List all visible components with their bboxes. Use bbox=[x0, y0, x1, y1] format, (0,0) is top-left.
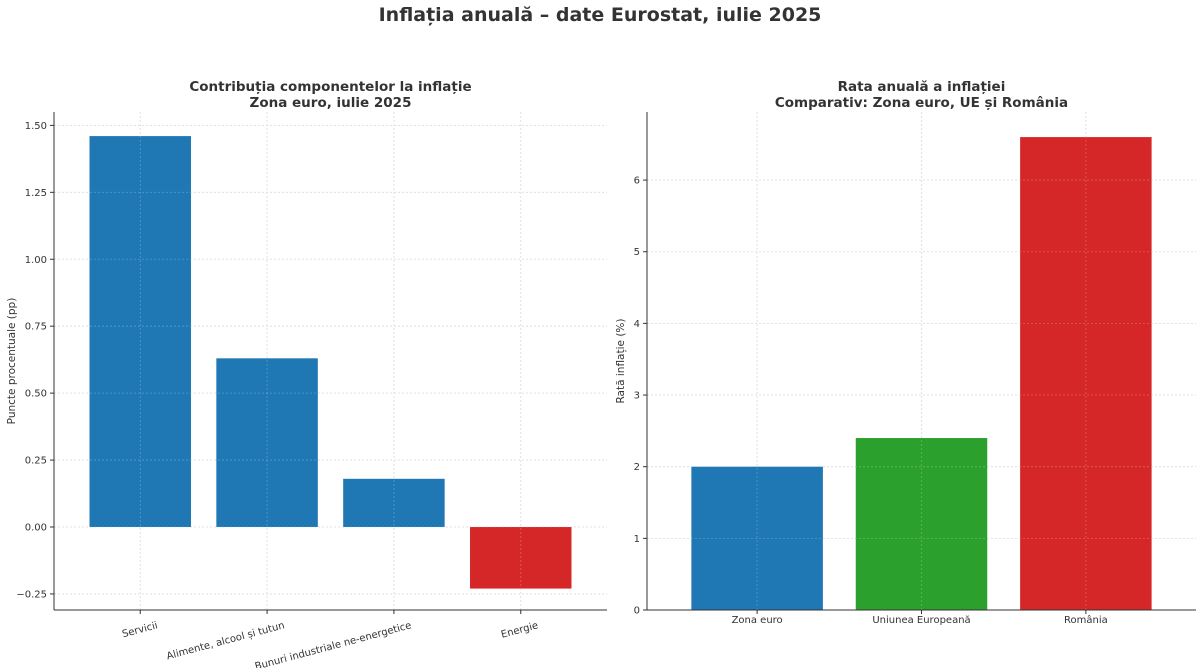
chart-1-bar-2 bbox=[216, 358, 318, 527]
chart-2-title-line-2: Comparativ: Zona euro, UE și România bbox=[775, 95, 1068, 111]
chart-2-title-line-1: Rata anuală a inflației bbox=[838, 79, 1006, 95]
chart-1-bar-4 bbox=[470, 527, 572, 589]
chart-1-ytick-label-1: 0.00 bbox=[25, 523, 47, 534]
chart-1-bar-1 bbox=[89, 136, 191, 527]
chart-1-title-line-2: Zona euro, iulie 2025 bbox=[250, 95, 412, 111]
chart-2-ytick-label-6: 6 bbox=[634, 176, 640, 187]
chart-2-ytick-label-3: 3 bbox=[634, 391, 640, 402]
chart-1-ytick-label-5: 1.00 bbox=[25, 255, 47, 266]
chart-2-ytick-label-5: 5 bbox=[634, 247, 640, 258]
chart-1-xtick-label-1: Alimente, alcool și tutun bbox=[165, 620, 285, 662]
chart-2-xtick-label-1: Uniunea Europeană bbox=[872, 615, 970, 626]
chart-2-xtick-label-2: România bbox=[1064, 614, 1108, 626]
chart-2-xtick-label-0: Zona euro bbox=[732, 615, 783, 626]
chart-2-ytick-label-0: 0 bbox=[634, 606, 640, 617]
chart-1-title-line-1: Contribuția componentelor la inflație bbox=[189, 79, 471, 95]
chart-1-ytick-label-4: 0.75 bbox=[25, 322, 47, 333]
chart-1-bar-3 bbox=[343, 478, 445, 527]
chart-1: Contribuția componentelor la inflațieZon… bbox=[6, 79, 607, 668]
chart-1-xtick-label-0: Servicii bbox=[121, 620, 159, 640]
chart-2-ylabel: Rată inflație (%) bbox=[615, 318, 627, 403]
chart-1-ytick-label-0: −0.25 bbox=[16, 589, 47, 600]
chart-2-bar-2 bbox=[855, 438, 988, 610]
chart-1-xtick-label-3: Energie bbox=[500, 620, 540, 640]
chart-1-ytick-label-7: 1.50 bbox=[25, 121, 47, 132]
chart-2-ytick-label-2: 2 bbox=[634, 462, 640, 473]
chart-2-ytick-label-1: 1 bbox=[634, 534, 640, 545]
chart-1-ytick-label-3: 0.50 bbox=[25, 389, 47, 400]
chart-2-bar-1 bbox=[691, 466, 823, 610]
chart-2-bar-3 bbox=[1020, 137, 1152, 610]
chart-2-ytick-label-4: 4 bbox=[634, 319, 640, 330]
figure-title: Inflația anuală – date Eurostat, iulie 2… bbox=[378, 4, 822, 26]
chart-1-ytick-label-6: 1.25 bbox=[25, 188, 47, 199]
chart-1-ylabel: Puncte procentuale (pp) bbox=[6, 298, 18, 425]
chart-1-ytick-label-2: 0.25 bbox=[25, 456, 47, 467]
